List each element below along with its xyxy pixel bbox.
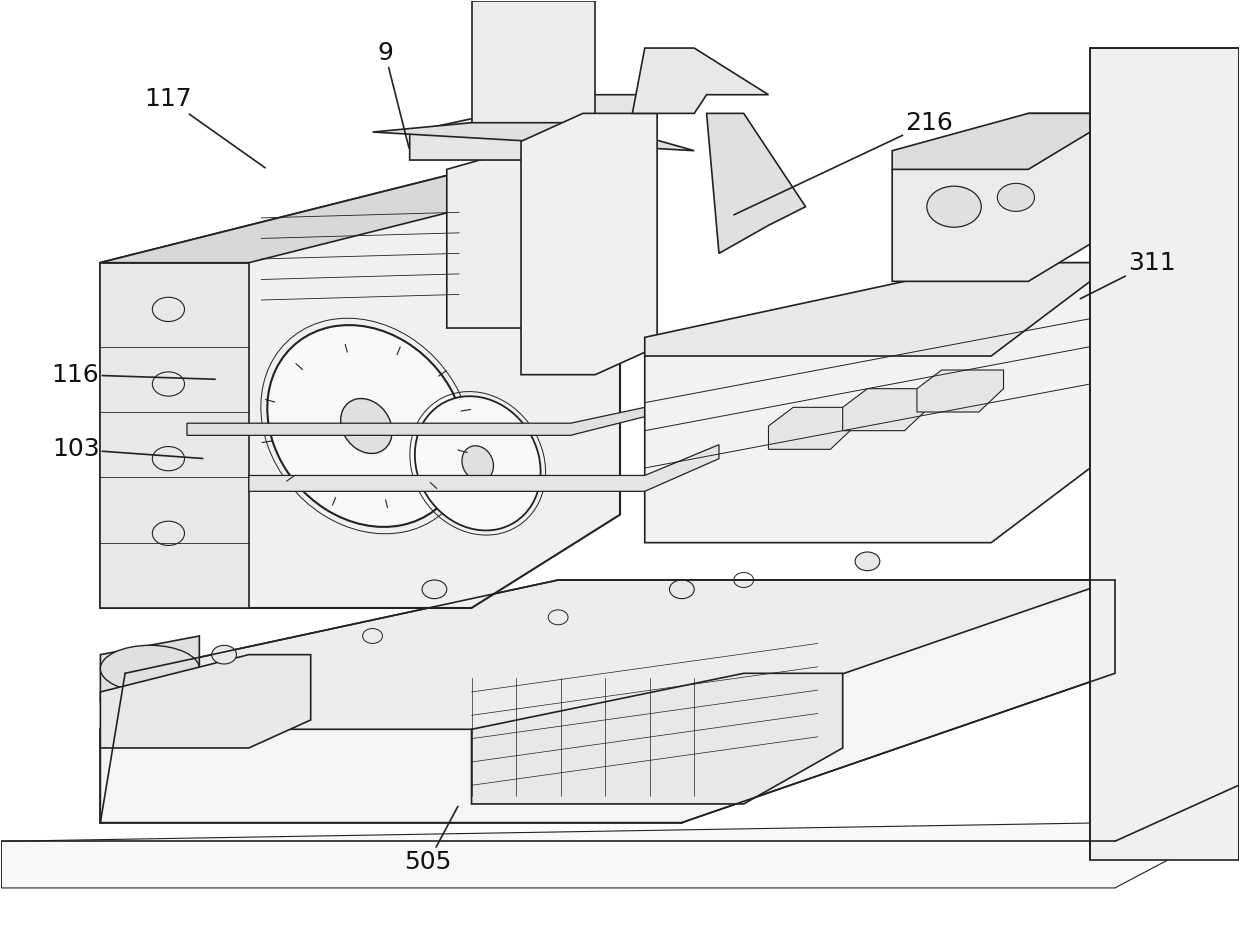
Polygon shape [187, 407, 645, 435]
Polygon shape [1090, 48, 1239, 860]
Polygon shape [100, 580, 1115, 823]
Polygon shape [1, 785, 1239, 888]
Polygon shape [100, 263, 249, 608]
Circle shape [926, 186, 981, 227]
Circle shape [997, 183, 1034, 212]
Polygon shape [100, 169, 620, 263]
Polygon shape [769, 407, 856, 449]
Text: 505: 505 [404, 807, 458, 874]
Polygon shape [471, 1, 595, 123]
Ellipse shape [415, 396, 541, 531]
Circle shape [212, 645, 237, 664]
Polygon shape [409, 95, 657, 160]
Ellipse shape [100, 645, 200, 692]
Polygon shape [645, 263, 1090, 543]
Text: 117: 117 [145, 87, 265, 168]
Ellipse shape [341, 399, 392, 453]
Ellipse shape [463, 446, 494, 481]
Polygon shape [100, 169, 620, 608]
Text: 103: 103 [52, 437, 203, 461]
Polygon shape [100, 636, 200, 701]
Circle shape [422, 580, 446, 599]
Polygon shape [707, 113, 806, 254]
Polygon shape [632, 48, 769, 113]
Polygon shape [100, 580, 1115, 729]
Polygon shape [893, 113, 1090, 169]
Polygon shape [372, 123, 694, 151]
Text: 9: 9 [377, 41, 409, 148]
Text: 116: 116 [52, 362, 215, 387]
Polygon shape [100, 654, 311, 748]
Polygon shape [446, 141, 620, 328]
Circle shape [670, 580, 694, 599]
Ellipse shape [268, 325, 465, 527]
Polygon shape [521, 113, 657, 374]
Polygon shape [893, 113, 1090, 282]
Text: 216: 216 [734, 110, 954, 215]
Circle shape [856, 552, 880, 571]
Polygon shape [843, 388, 929, 431]
Polygon shape [645, 263, 1090, 356]
Polygon shape [916, 370, 1003, 412]
Text: 311: 311 [1080, 251, 1176, 299]
Polygon shape [249, 445, 719, 491]
Polygon shape [471, 673, 843, 804]
